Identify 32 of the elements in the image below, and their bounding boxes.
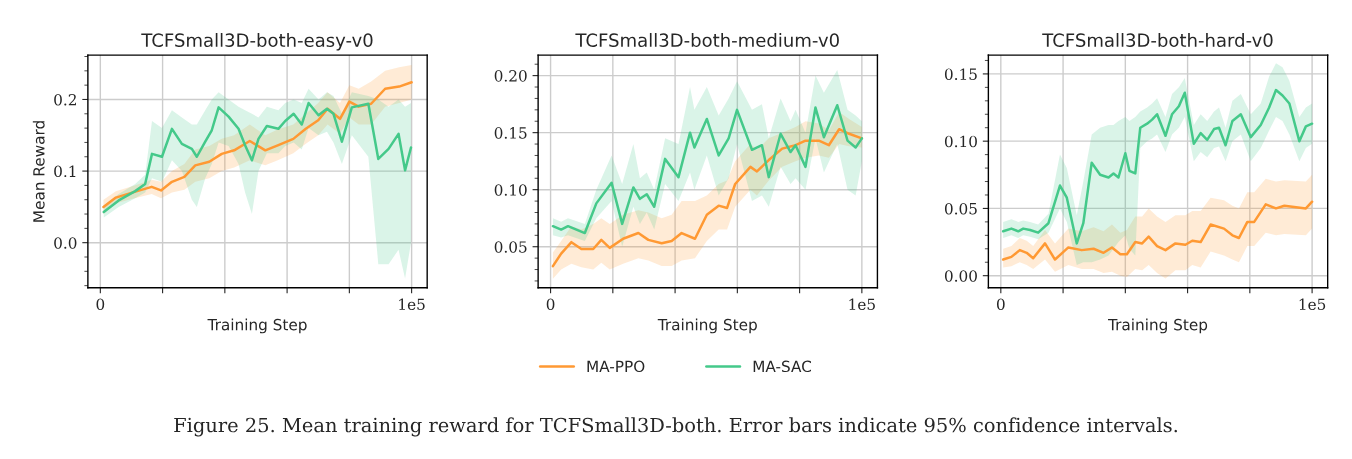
x-axis-title: Training Step: [207, 318, 307, 334]
y-tick-label: 0.1: [54, 165, 76, 178]
x-tick-label: 1e5: [849, 298, 875, 311]
y-axis-title: Mean Reward: [32, 121, 45, 222]
line-series: [551, 127, 864, 268]
y-tick-label: 0.15: [494, 127, 527, 139]
caption: Figure 25. Mean training reward for TCFSmall3D-both. Error bars indicate 95% confidence intervals.: [174, 417, 1178, 437]
x-tick-label: 1e5: [1299, 298, 1326, 311]
y-tick-label: 0.10: [944, 135, 977, 148]
x-tick-label: 0: [96, 298, 105, 311]
x-tick-label: 0: [996, 298, 1005, 311]
chart-title: TCFSmall3D-both-hard-v0: [1042, 33, 1273, 47]
line-series: [1001, 200, 1314, 261]
chart-title: TCFSmall3D-both-easy-v0: [141, 33, 373, 51]
y-tick-label: 0.20: [494, 70, 527, 82]
line-series: [102, 101, 413, 214]
y-tick-label: 0.2: [54, 93, 76, 106]
line-series: [1001, 88, 1314, 245]
y-tick-label: 0.0: [54, 237, 77, 249]
x-axis-title: Training Step: [1108, 318, 1208, 334]
y-tick-label: 0.00: [944, 270, 977, 282]
y-tick-label: 0.05: [944, 202, 977, 215]
y-tick-label: 0.15: [944, 68, 977, 80]
line-series: [551, 104, 864, 235]
x-tick-label: 1e5: [399, 298, 425, 311]
x-axis-title: Training Step: [657, 318, 757, 334]
chart-title: TCFSmall3D-both-medium-v0: [575, 33, 839, 47]
y-tick-label: 0.10: [494, 184, 527, 196]
y-tick-label: 0.05: [494, 241, 527, 253]
x-tick-label: 0: [546, 298, 555, 311]
legend-label: MA-SAC: [753, 360, 812, 373]
legend-label: MA-PPO: [587, 360, 645, 373]
